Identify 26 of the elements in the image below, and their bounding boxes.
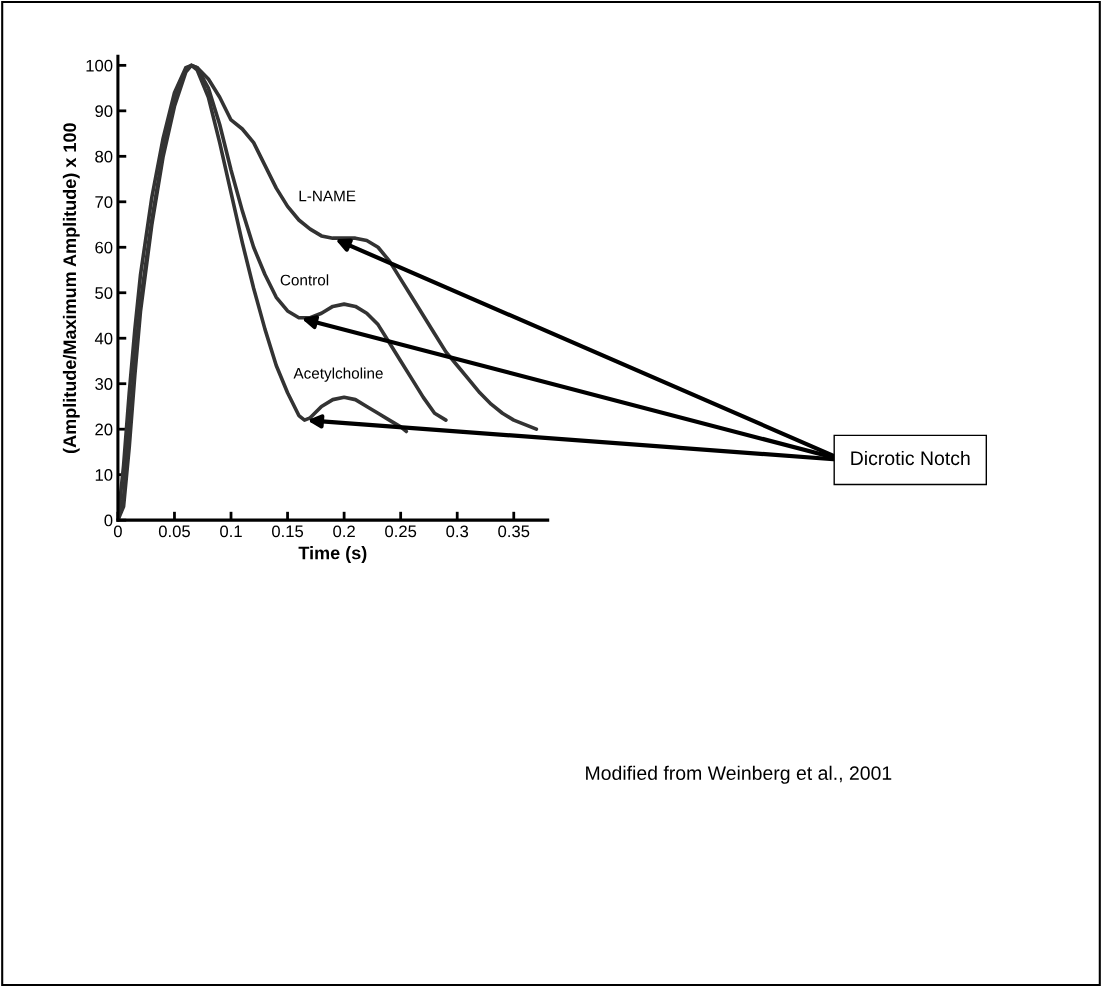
x-tick-label: 0 bbox=[113, 525, 122, 538]
y-tick-label: 70 bbox=[95, 196, 113, 208]
series-label: Acetylcholine bbox=[293, 367, 383, 382]
y-tick-label: 90 bbox=[95, 105, 113, 118]
x-tick-label: 0.2 bbox=[333, 525, 355, 538]
y-tick-label: 40 bbox=[94, 332, 113, 345]
y-tick-label: 100 bbox=[86, 59, 113, 72]
x-tick-label: 0.3 bbox=[446, 525, 469, 538]
y-tick-label: 0 bbox=[104, 514, 113, 527]
y-tick-label: 10 bbox=[95, 469, 113, 481]
text: Modified from Weinberg et al., 2001 bbox=[586, 765, 892, 784]
y-axis-title: (Amplitude/Maximum Amplitude) x 100 bbox=[62, 123, 80, 453]
y-tick-label: 50 bbox=[95, 287, 113, 299]
series-label: Control bbox=[280, 274, 329, 286]
x-tick-label: 0.25 bbox=[385, 525, 417, 538]
x-tick-label: 0.15 bbox=[272, 525, 304, 538]
y-tick-label: 30 bbox=[95, 378, 113, 390]
series-label: L-NAME bbox=[299, 190, 356, 202]
x-axis-title: Time (s) bbox=[298, 546, 367, 563]
y-tick-label: 60 bbox=[95, 241, 113, 254]
x-tick-label: 0.35 bbox=[498, 525, 530, 538]
text: Dicrotic Notch bbox=[851, 450, 970, 466]
x-tick-label: 0.1 bbox=[220, 525, 242, 538]
y-tick-label: 80 bbox=[95, 150, 113, 163]
y-tick-label: 20 bbox=[95, 423, 113, 436]
x-tick-label: 0.05 bbox=[158, 525, 190, 538]
